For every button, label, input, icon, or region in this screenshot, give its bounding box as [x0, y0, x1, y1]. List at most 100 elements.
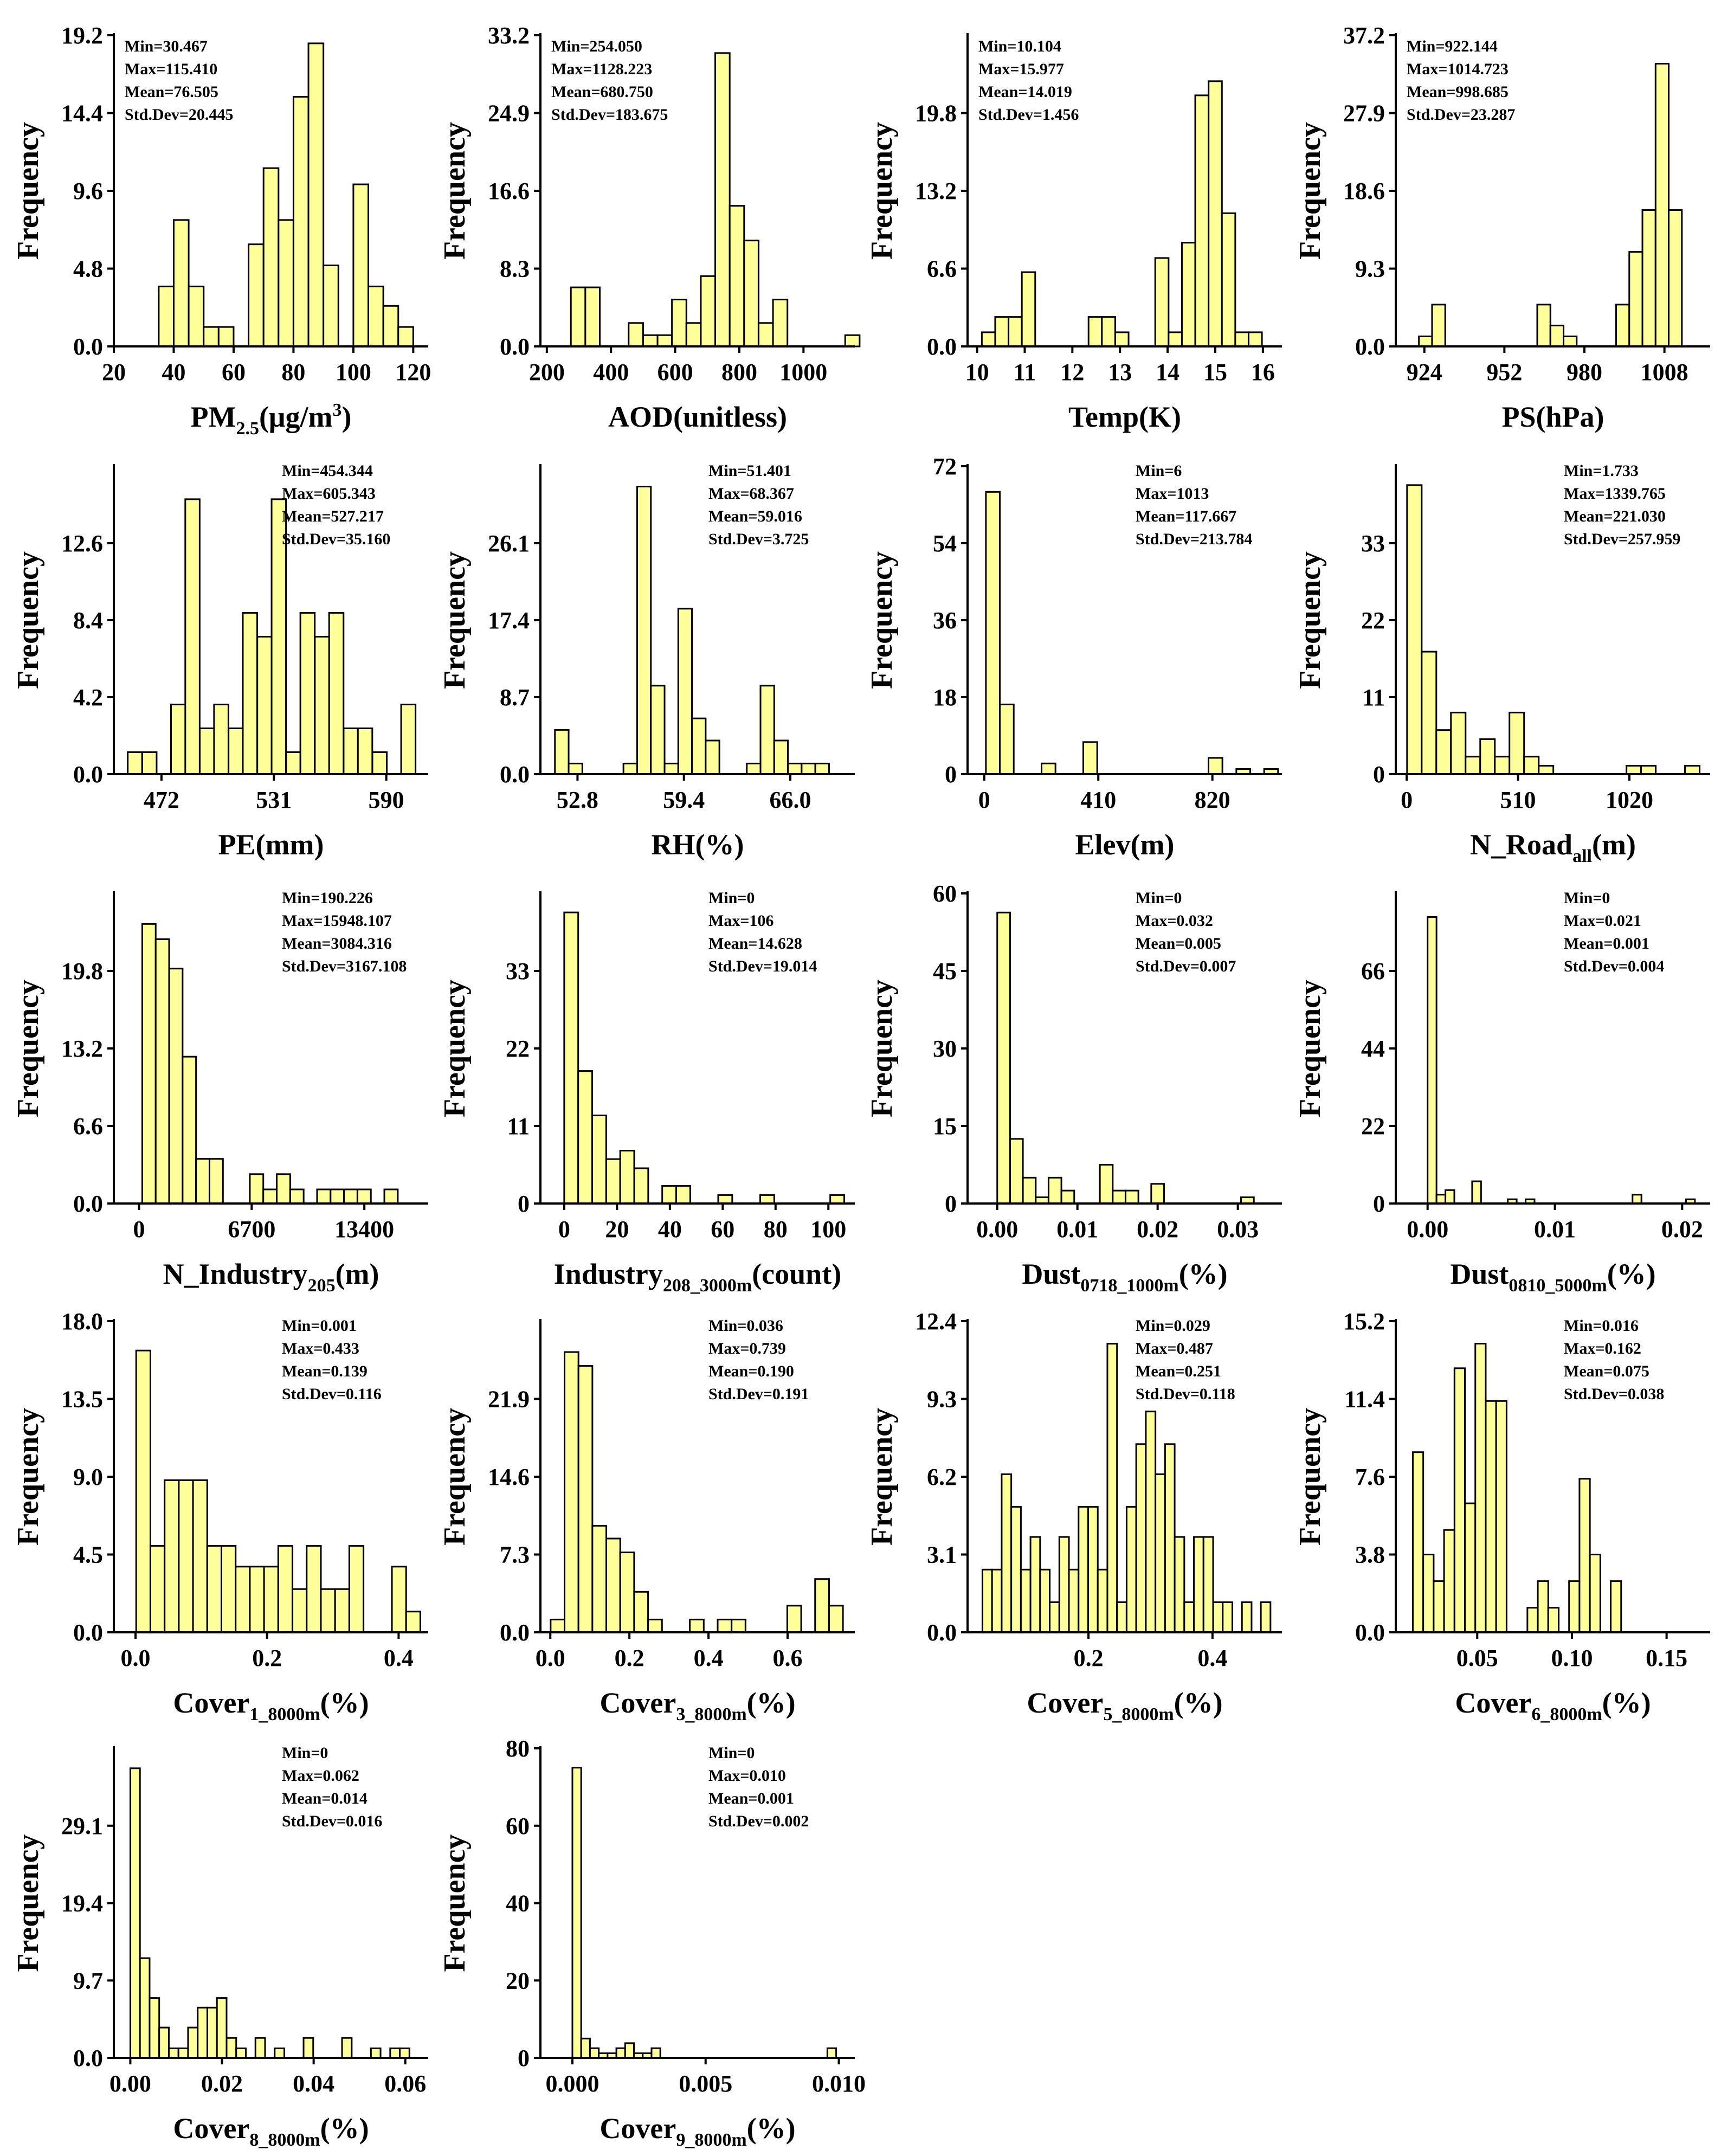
- y-tick-label: 12.4: [915, 1308, 957, 1335]
- histogram-bar: [671, 299, 687, 347]
- histogram-bar: [1106, 1343, 1118, 1633]
- y-tick-label: 18.6: [1343, 178, 1385, 204]
- histogram-bar: [996, 911, 1011, 1205]
- x-tick-label: 80: [281, 359, 305, 385]
- histogram-bar: [167, 2047, 179, 2059]
- histogram-bar: [389, 2047, 401, 2059]
- stat-line: Max=0.010: [708, 1767, 786, 1785]
- x-tick-label: 952: [1486, 359, 1522, 385]
- stat-line: Mean=0.251: [1136, 1362, 1221, 1380]
- x-tick-label: 800: [721, 359, 757, 385]
- histogram-bar: [554, 729, 570, 775]
- histogram-bar: [1174, 1536, 1185, 1633]
- x-tick-label: 0.6: [772, 1645, 802, 1671]
- y-tick-label: 27.9: [1343, 100, 1385, 127]
- histogram-bar: [677, 608, 693, 775]
- x-tick-label: 20: [102, 359, 126, 385]
- x-tick-label: 0.2: [615, 1645, 644, 1671]
- histogram-bar: [1234, 331, 1249, 347]
- histogram-bar: [577, 1070, 594, 1205]
- histogram-panel-7: 0 18 36 54 72 0 410 820 Frequency Elev(m) Min=6 Max…: [865, 453, 1282, 861]
- histogram-bar: [786, 1605, 802, 1633]
- histogram-bar: [1632, 1194, 1642, 1205]
- x-tick-label: 1020: [1606, 787, 1653, 813]
- histogram-bar: [1183, 1601, 1195, 1633]
- histogram-bar: [773, 739, 789, 775]
- histogram-bar: [141, 751, 158, 775]
- y-tick-label: 60: [933, 880, 957, 907]
- y-axis-label: Frequency: [1293, 551, 1327, 689]
- x-axis-label: Temp(K): [1068, 401, 1181, 433]
- histogram-bar: [624, 2042, 635, 2059]
- histogram-bar: [1099, 1164, 1114, 1205]
- x-tick-label: 472: [144, 787, 179, 813]
- histogram-bar: [636, 486, 652, 775]
- stat-line: Max=15948.107: [282, 912, 392, 930]
- histogram-bar: [1684, 765, 1701, 775]
- histogram-bar: [164, 1479, 180, 1633]
- histogram-bar: [1114, 331, 1130, 347]
- histogram-bar: [584, 286, 601, 347]
- histogram-panel-9: 0.0 6.6 13.2 19.8 0 6700 13400 Frequency N_Indus…: [11, 889, 428, 1296]
- y-tick-label: 60: [506, 1813, 530, 1839]
- stat-line: Mean=0.001: [708, 1790, 794, 1807]
- histogram-bar: [399, 2047, 410, 2059]
- histogram-bar: [1526, 1607, 1539, 1633]
- y-tick-label: 6.6: [73, 1113, 103, 1140]
- x-axis-label: Cover3_8000m(%): [600, 1687, 795, 1724]
- histogram-bar: [141, 923, 157, 1205]
- y-tick-label: 26.1: [488, 530, 530, 557]
- histogram-bar: [647, 1618, 663, 1633]
- histogram-bar: [985, 491, 1001, 775]
- x-tick-label: 0: [1401, 787, 1413, 813]
- y-tick-label: 3.1: [927, 1542, 957, 1568]
- histogram-bar: [743, 240, 759, 347]
- histogram-bar: [314, 635, 330, 775]
- stat-line: Min=6: [1136, 462, 1182, 480]
- histogram-bar: [225, 2037, 237, 2059]
- y-axis-label: Frequency: [865, 980, 899, 1117]
- histogram-bar: [1549, 324, 1565, 347]
- stat-line: Max=0.021: [1564, 912, 1641, 930]
- histogram-bar: [356, 1188, 372, 1205]
- y-tick-label: 14.6: [488, 1464, 530, 1490]
- x-tick-label: 10: [965, 359, 989, 385]
- y-tick-label: 13.2: [915, 178, 957, 204]
- histogram-bar: [661, 1185, 678, 1205]
- histogram-bar: [278, 219, 294, 347]
- x-tick-label: 0: [558, 1216, 570, 1243]
- stat-line: Std.Dev=0.038: [1564, 1385, 1664, 1403]
- stat-line: Mean=3084.316: [282, 935, 392, 952]
- x-tick-label: 14: [1156, 359, 1179, 385]
- y-tick-label: 19.8: [915, 100, 957, 127]
- histogram-bar: [254, 2037, 266, 2059]
- x-tick-label: 80: [764, 1216, 788, 1243]
- x-tick-label: 0.03: [1217, 1216, 1259, 1243]
- histogram-bar: [1435, 1194, 1447, 1205]
- x-tick-label: 0.02: [201, 2070, 243, 2097]
- histogram-bar: [208, 1158, 224, 1205]
- histogram-panel-18: 0 20 40 60 80 0.000 0.005 0.010 Frequency Cover9_…: [438, 1735, 866, 2150]
- y-axis-label: Frequency: [1293, 980, 1327, 1117]
- histogram-bar: [197, 2006, 208, 2059]
- histogram-bar: [1474, 1343, 1487, 1633]
- histogram-bar: [1097, 1568, 1108, 1633]
- x-tick-label: 0.00: [1407, 1216, 1448, 1243]
- histogram-bar: [685, 322, 702, 347]
- stat-line: Max=0.032: [1136, 912, 1213, 930]
- x-tick-label: 52.8: [557, 787, 598, 813]
- histogram-bar: [206, 1545, 223, 1633]
- histogram-bar: [1193, 1536, 1204, 1633]
- y-tick-label: 4.2: [73, 684, 103, 711]
- x-tick-label: 0.4: [384, 1645, 414, 1671]
- x-tick-label: 12: [1060, 359, 1084, 385]
- histogram-bar: [1020, 1568, 1032, 1633]
- histogram-bar: [1116, 1601, 1127, 1633]
- stat-line: Min=922.144: [1407, 37, 1498, 55]
- histogram-bar: [772, 299, 789, 347]
- y-tick-label: 33.2: [488, 22, 530, 49]
- histogram-bar: [1578, 1478, 1591, 1633]
- stat-line: Std.Dev=0.191: [708, 1385, 809, 1403]
- histogram-bar: [235, 2047, 247, 2059]
- histogram-bar: [1640, 765, 1657, 775]
